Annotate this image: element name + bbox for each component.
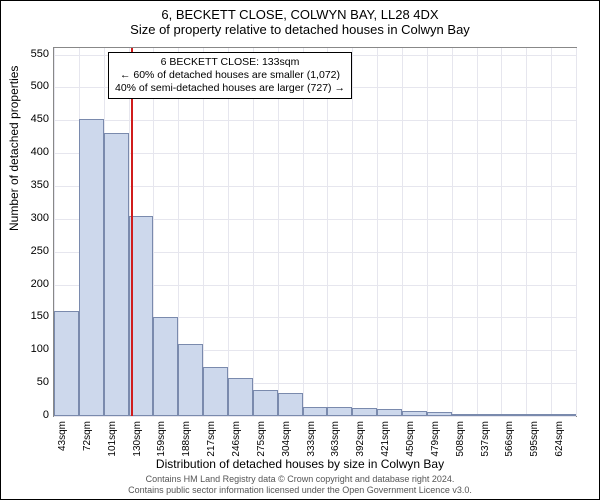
y-tick-label: 50	[37, 376, 49, 388]
y-tick-label: 100	[31, 343, 49, 355]
y-axis-label: Number of detached properties	[7, 66, 21, 231]
gridline-v	[452, 48, 453, 416]
gridline-v	[427, 48, 428, 416]
y-tick-label: 300	[31, 212, 49, 224]
annotation-property: 6 BECKETT CLOSE: 133sqm	[115, 56, 345, 69]
x-tick-label: 130sqm	[132, 421, 143, 461]
x-tick-label: 217sqm	[206, 421, 217, 461]
gridline-v	[377, 48, 378, 416]
histogram-bar	[501, 414, 526, 416]
histogram-bar	[377, 409, 402, 416]
annotation-box: 6 BECKETT CLOSE: 133sqm ← 60% of detache…	[108, 52, 352, 99]
x-tick-label: 72sqm	[82, 421, 93, 461]
y-tick-label: 400	[31, 146, 49, 158]
histogram-bar	[104, 133, 129, 416]
histogram-bar	[526, 414, 551, 416]
x-tick-label: 537sqm	[480, 421, 491, 461]
x-tick-label: 246sqm	[231, 421, 242, 461]
annotation-larger: 40% of semi-detached houses are larger (…	[115, 82, 345, 95]
histogram-bar	[203, 367, 228, 416]
x-tick-label: 450sqm	[405, 421, 416, 461]
y-tick-label: 550	[31, 48, 49, 60]
x-tick-label: 275sqm	[256, 421, 267, 461]
x-tick-label: 101sqm	[107, 421, 118, 461]
histogram-bar	[327, 407, 352, 416]
y-tick-label: 350	[31, 179, 49, 191]
x-tick-label: 421sqm	[380, 421, 391, 461]
x-tick-label: 392sqm	[355, 421, 366, 461]
gridline-v	[278, 48, 279, 416]
gridline-v	[477, 48, 478, 416]
x-tick-label: 479sqm	[430, 421, 441, 461]
histogram-bar	[477, 414, 502, 416]
x-tick-label: 508sqm	[455, 421, 466, 461]
gridline-v	[253, 48, 254, 416]
histogram-bar	[54, 311, 79, 416]
y-tick-label: 450	[31, 113, 49, 125]
chart-subtitle: Size of property relative to detached ho…	[1, 22, 599, 41]
gridline-v	[501, 48, 502, 416]
histogram-bar	[402, 411, 427, 416]
x-tick-label: 624sqm	[554, 421, 565, 461]
footer-line2: Contains public sector information licen…	[1, 485, 599, 496]
y-tick-label: 500	[31, 80, 49, 92]
gridline-v	[402, 48, 403, 416]
gridline-v	[352, 48, 353, 416]
x-tick-label: 43sqm	[57, 421, 68, 461]
histogram-bar	[303, 407, 328, 416]
histogram-bar	[452, 414, 477, 416]
chart-title-address: 6, BECKETT CLOSE, COLWYN BAY, LL28 4DX	[1, 1, 599, 22]
gridline-v	[327, 48, 328, 416]
histogram-bar	[551, 414, 576, 416]
marker-line	[131, 48, 133, 416]
histogram-bar	[427, 412, 452, 416]
x-tick-label: 595sqm	[529, 421, 540, 461]
x-tick-label: 566sqm	[504, 421, 515, 461]
histogram-bar	[278, 393, 303, 416]
histogram-bar	[178, 344, 203, 416]
x-tick-label: 159sqm	[156, 421, 167, 461]
gridline-v	[228, 48, 229, 416]
annotation-smaller: ← 60% of detached houses are smaller (1,…	[115, 69, 345, 82]
chart-container: 6, BECKETT CLOSE, COLWYN BAY, LL28 4DX S…	[0, 0, 600, 500]
histogram-bar	[253, 390, 278, 416]
y-tick-label: 150	[31, 310, 49, 322]
gridline-v	[551, 48, 552, 416]
footer-attribution: Contains HM Land Registry data © Crown c…	[1, 474, 599, 496]
y-tick-label: 250	[31, 245, 49, 257]
x-tick-label: 304sqm	[281, 421, 292, 461]
gridline-v	[576, 48, 577, 416]
x-tick-label: 188sqm	[181, 421, 192, 461]
histogram-bar	[153, 317, 178, 416]
plot-area: 6 BECKETT CLOSE: 133sqm ← 60% of detache…	[53, 47, 577, 417]
y-tick-label: 200	[31, 278, 49, 290]
gridline-h	[54, 416, 576, 417]
x-tick-label: 363sqm	[330, 421, 341, 461]
y-tick-label: 0	[43, 409, 49, 421]
gridline-v	[203, 48, 204, 416]
gridline-v	[303, 48, 304, 416]
histogram-bar	[228, 378, 253, 416]
footer-line1: Contains HM Land Registry data © Crown c…	[1, 474, 599, 485]
gridline-v	[526, 48, 527, 416]
histogram-bar	[79, 119, 104, 416]
histogram-bar	[352, 408, 377, 416]
x-tick-label: 333sqm	[306, 421, 317, 461]
